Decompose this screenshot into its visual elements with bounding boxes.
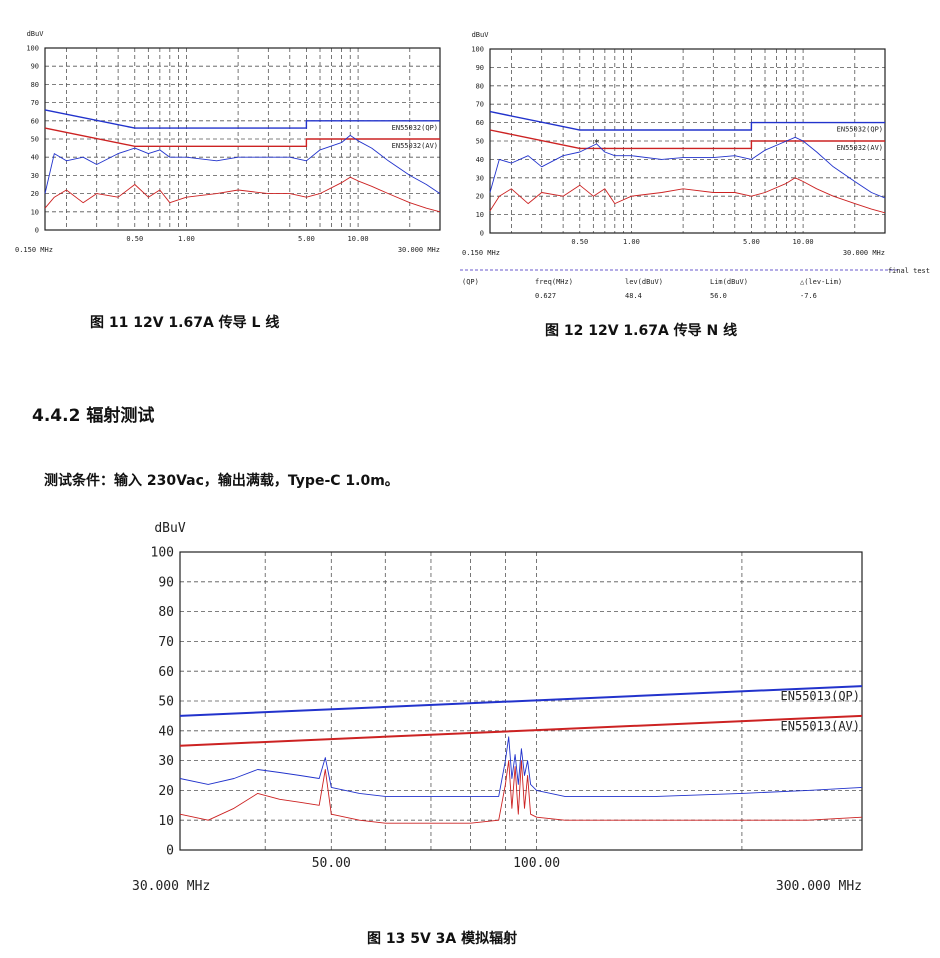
limit-label: EN55013(QP) [781, 689, 860, 703]
y-tick-label: 30 [476, 174, 484, 182]
x-tick-label: 10.00 [348, 235, 369, 243]
x-tick-label: 100.00 [513, 856, 560, 871]
x-end-label: 30.000 MHz [398, 246, 440, 254]
y-tick-label: 0 [480, 229, 484, 237]
test-condition: 测试条件：输入 230Vac，输出满载，Type-C 1.0m。 [44, 473, 399, 489]
y-tick-label: 60 [476, 119, 484, 127]
y-tick-label: 50 [476, 137, 484, 145]
y-tick-label: 90 [31, 63, 39, 71]
y-tick-label: 80 [158, 605, 174, 620]
y-tick-label: 40 [31, 154, 39, 162]
y-tick-label: 90 [158, 575, 174, 590]
limit-label: EN55013(AV) [781, 719, 860, 733]
limit-line [489, 129, 885, 150]
x-tick-label: 5.00 [298, 235, 315, 243]
y-tick-label: 80 [476, 82, 484, 90]
y-axis-label: dBuV [27, 30, 45, 38]
y-tick-label: 20 [158, 784, 174, 799]
y-tick-label: 70 [31, 99, 39, 107]
y-tick-label: 30 [158, 754, 174, 769]
x-end-label: 300.000 MHz [776, 879, 862, 894]
limit-line [44, 109, 440, 129]
final-test-label: final test [888, 267, 930, 275]
x-tick-label: 5.00 [743, 238, 760, 246]
x-start-label: 0.150 MHz [462, 249, 500, 257]
x-tick-label: 0.50 [571, 238, 588, 246]
y-tick-label: 30 [31, 172, 39, 180]
y-axis-label: dBuV [154, 521, 185, 536]
x-tick-label: 1.00 [623, 238, 640, 246]
y-tick-label: 10 [158, 814, 174, 829]
table-cell: 56.0 [710, 292, 727, 300]
chart-fig12: 0 10 20 30 40 50 60 70 80 90 100 dBuV 0.50 1.00 5.00 10… [460, 31, 930, 300]
y-tick-label: 0 [166, 844, 174, 859]
y-tick-label: 60 [31, 117, 39, 125]
limit-label: EN55032(AV) [837, 144, 883, 152]
y-tick-label: 40 [158, 724, 174, 739]
y-tick-label: 20 [476, 193, 484, 201]
figure-caption-12: 图 12 12V 1.67A 传导 N 线 [545, 323, 738, 339]
x-start-label: 0.150 MHz [15, 246, 53, 254]
table-header: lev(dBuV) [625, 278, 663, 286]
x-tick-label: 1.00 [178, 235, 195, 243]
y-tick-label: 100 [471, 45, 484, 53]
peak-marker: * [594, 138, 600, 149]
series-line [179, 760, 863, 824]
limit-line [489, 110, 885, 131]
series-line [489, 136, 886, 199]
limit-label: EN55032(QP) [392, 124, 438, 132]
y-tick-label: 90 [476, 64, 484, 72]
y-tick-label: 50 [31, 135, 39, 143]
y-tick-label: 50 [158, 695, 174, 710]
limit-line [179, 685, 863, 717]
x-tick-label: 10.00 [793, 238, 814, 246]
y-tick-label: 80 [31, 81, 39, 89]
table-cell: -7.6 [800, 292, 817, 300]
y-tick-label: 10 [476, 211, 484, 219]
detector-label: (QP) [462, 278, 479, 286]
x-tick-label: 0.50 [126, 235, 143, 243]
x-end-label: 30.000 MHz [843, 249, 885, 257]
series-line [489, 177, 886, 214]
y-tick-label: 10 [31, 208, 39, 216]
y-tick-label: 20 [31, 190, 39, 198]
table-header: freq(MHz) [535, 278, 573, 286]
table-header: △(lev-Lim) [800, 278, 842, 286]
y-tick-label: 0 [35, 226, 39, 234]
chart-fig13: 0 10 20 30 40 50 60 70 80 90 100 dBuV 50.00 100.00 30.… [132, 521, 863, 894]
figure-caption-11: 图 11 12V 1.67A 传导 L 线 [90, 315, 280, 331]
y-tick-label: 100 [151, 546, 174, 561]
series-line [44, 176, 441, 213]
y-tick-label: 40 [476, 156, 484, 164]
limit-line [44, 127, 440, 148]
y-axis-label: dBuV [472, 31, 490, 39]
series-line [44, 134, 441, 194]
figure-caption-13: 图 13 5V 3A 模拟辐射 [367, 931, 518, 947]
y-tick-label: 70 [476, 101, 484, 109]
x-tick-label: 50.00 [312, 856, 351, 871]
limit-line [179, 714, 863, 747]
y-tick-label: 70 [158, 635, 174, 650]
y-tick-label: 100 [26, 44, 39, 52]
limit-label: EN55032(AV) [392, 142, 438, 150]
table-header: Lim(dBuV) [710, 278, 748, 286]
table-cell: 0.627 [535, 292, 556, 300]
table-cell: 48.4 [625, 292, 642, 300]
limit-label: EN55032(QP) [837, 126, 883, 134]
x-start-label: 30.000 MHz [132, 879, 210, 894]
series-line [179, 736, 863, 797]
chart-fig11: 0 10 20 30 40 50 60 70 80 90 100 dBuV 0.50 1.00 5.00 10… [15, 30, 441, 254]
y-tick-label: 60 [158, 665, 174, 680]
plot-frame [179, 551, 863, 851]
section-title: 4.4.2 辐射测试 [32, 406, 155, 426]
